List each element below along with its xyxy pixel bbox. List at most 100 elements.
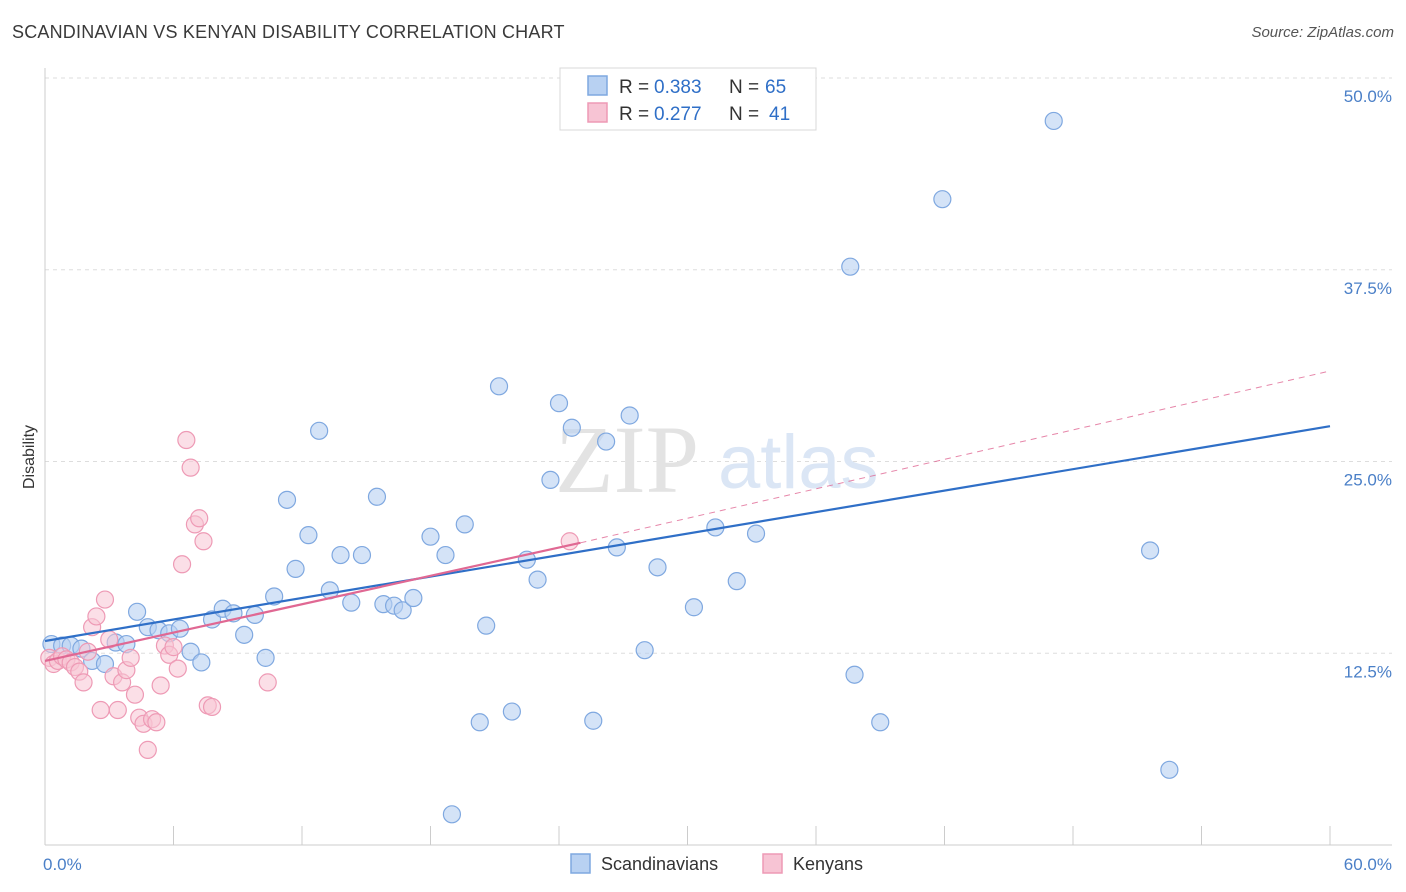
kenyans-point-29 bbox=[164, 638, 183, 657]
scandinavians-point-28 bbox=[342, 593, 361, 612]
legend-box: R = 0.383 N = 65 R = 0.277 N = 41 bbox=[559, 67, 817, 131]
watermark: ZIP atlas bbox=[555, 406, 879, 513]
scandinavians-point-37 bbox=[455, 515, 474, 534]
trend-lines bbox=[44, 370, 1331, 662]
x-tick-labels: 0.0% 60.0% bbox=[43, 855, 1392, 874]
scandinavians-point-34 bbox=[404, 588, 423, 608]
scandinavians-point-45 bbox=[549, 394, 569, 413]
bottom-legend-swatch-pink bbox=[762, 853, 783, 874]
scandinavians-point-47 bbox=[584, 711, 603, 730]
kenyans-point-13 bbox=[95, 590, 115, 609]
scandinavians-point-59 bbox=[871, 713, 890, 732]
y-tick-label-1: 25.0% bbox=[1344, 471, 1392, 490]
legend-n-label-2: N = bbox=[729, 104, 759, 125]
grid-lines bbox=[45, 77, 1392, 654]
kenyans-point-33 bbox=[181, 458, 200, 477]
scandinavians-point-5 bbox=[95, 654, 115, 674]
scandinavians-point-48 bbox=[597, 432, 616, 451]
legend-r-value-1: 0.383 bbox=[654, 77, 702, 98]
bottom-legend-swatch-blue bbox=[570, 853, 591, 874]
y-tick-labels: 12.5% 25.0% 37.5% 50.0% bbox=[1344, 87, 1392, 681]
kenyans-point-38 bbox=[202, 697, 222, 717]
legend-r-value-2: 0.277 bbox=[654, 104, 702, 125]
chart-title: SCANDINAVIAN VS KENYAN DISABILITY CORREL… bbox=[12, 22, 565, 42]
legend-r-label-1: R = bbox=[619, 77, 649, 98]
bottom-legend-kenyans: Kenyans bbox=[793, 854, 863, 874]
kenyans-point-32 bbox=[177, 430, 196, 450]
scandinavians-point-39 bbox=[477, 616, 496, 635]
scandinavians-point-62 bbox=[1140, 541, 1160, 560]
kenyans-point-26 bbox=[151, 676, 170, 695]
scandinavians-point-64 bbox=[442, 805, 462, 824]
trend-line-kenyans-1 bbox=[44, 541, 581, 662]
kenyans-point-39 bbox=[258, 673, 277, 692]
series-kenyans bbox=[40, 430, 579, 759]
scandinavians-point-30 bbox=[367, 487, 387, 506]
scandinavians-point-50 bbox=[620, 406, 639, 425]
scandinavians-point-12 bbox=[170, 619, 190, 638]
source-label: Source: ZipAtlas.com bbox=[1251, 24, 1394, 41]
scandinavians-point-23 bbox=[286, 559, 305, 578]
scandinavians-point-36 bbox=[436, 545, 455, 565]
bottom-legend: Scandinavians Kenyans bbox=[570, 853, 863, 874]
scandinavians-point-27 bbox=[331, 545, 350, 565]
scandinavians-point-14 bbox=[192, 653, 211, 672]
y-axis-title: Disability bbox=[21, 425, 38, 489]
scandinavians-point-46 bbox=[562, 418, 581, 437]
kenyans-point-31 bbox=[172, 555, 192, 574]
x-tick-label-1: 60.0% bbox=[1344, 855, 1392, 874]
kenyans-point-23 bbox=[138, 740, 157, 759]
scandinavians-point-20 bbox=[256, 648, 275, 667]
y-tick-label-3: 50.0% bbox=[1344, 87, 1392, 106]
kenyans-point-19 bbox=[121, 648, 140, 667]
scandinavians-point-58 bbox=[845, 665, 864, 684]
bottom-legend-scandinavians: Scandinavians bbox=[601, 854, 718, 874]
scandinavians-point-63 bbox=[1160, 760, 1179, 779]
y-tick-label-2: 37.5% bbox=[1344, 279, 1392, 298]
kenyans-point-12 bbox=[91, 700, 110, 720]
scandinavians-point-29 bbox=[352, 545, 372, 565]
scandinavians-point-13 bbox=[181, 642, 200, 661]
scandinavians-point-61 bbox=[1044, 111, 1063, 131]
scandinavians-point-24 bbox=[299, 526, 318, 545]
kenyans-point-20 bbox=[125, 685, 145, 704]
scandinavians-point-43 bbox=[528, 570, 547, 589]
scandinavians-point-44 bbox=[541, 470, 560, 490]
scandinavians-point-52 bbox=[648, 558, 667, 577]
scandinavians-point-22 bbox=[277, 490, 297, 509]
scandinavians-point-33 bbox=[393, 601, 412, 620]
legend-swatch-blue bbox=[587, 75, 608, 96]
scandinavians-point-18 bbox=[235, 625, 254, 644]
kenyans-point-36 bbox=[194, 532, 213, 551]
scandinavians-point-25 bbox=[310, 421, 329, 440]
watermark-atlas: atlas bbox=[718, 420, 879, 505]
scandinavians-point-56 bbox=[746, 524, 766, 543]
scandinavians-point-57 bbox=[841, 257, 860, 276]
scandinavians-point-40 bbox=[489, 377, 509, 396]
trend-line-scandinavians-0 bbox=[44, 425, 1331, 643]
scandinavians-point-38 bbox=[470, 713, 489, 732]
scandinavians-point-51 bbox=[635, 641, 654, 660]
legend-n-value-1: 65 bbox=[765, 77, 786, 98]
trend-line-kenyans-2 bbox=[580, 370, 1331, 544]
kenyans-point-8 bbox=[74, 673, 93, 692]
legend-swatch-pink bbox=[587, 102, 608, 123]
y-tick-label-0: 12.5% bbox=[1344, 662, 1392, 681]
scandinavians-point-60 bbox=[933, 190, 952, 209]
legend-n-label-1: N = bbox=[729, 77, 759, 98]
scandinavians-point-21 bbox=[265, 587, 284, 606]
scandinavians-point-53 bbox=[684, 598, 704, 617]
kenyans-point-35 bbox=[190, 509, 209, 528]
scandinavians-point-41 bbox=[502, 702, 521, 721]
scandinavians-point-35 bbox=[421, 527, 440, 546]
legend-r-label-2: R = bbox=[619, 104, 649, 125]
kenyans-point-11 bbox=[87, 607, 106, 626]
kenyans-point-16 bbox=[108, 700, 127, 720]
series-scandinavians bbox=[42, 111, 1179, 824]
legend-n-value-2: 41 bbox=[769, 104, 790, 125]
kenyans-point-30 bbox=[168, 659, 187, 678]
kenyans-point-25 bbox=[147, 713, 166, 732]
x-tick-label-0: 0.0% bbox=[43, 855, 82, 874]
scandinavians-point-8 bbox=[127, 602, 147, 621]
